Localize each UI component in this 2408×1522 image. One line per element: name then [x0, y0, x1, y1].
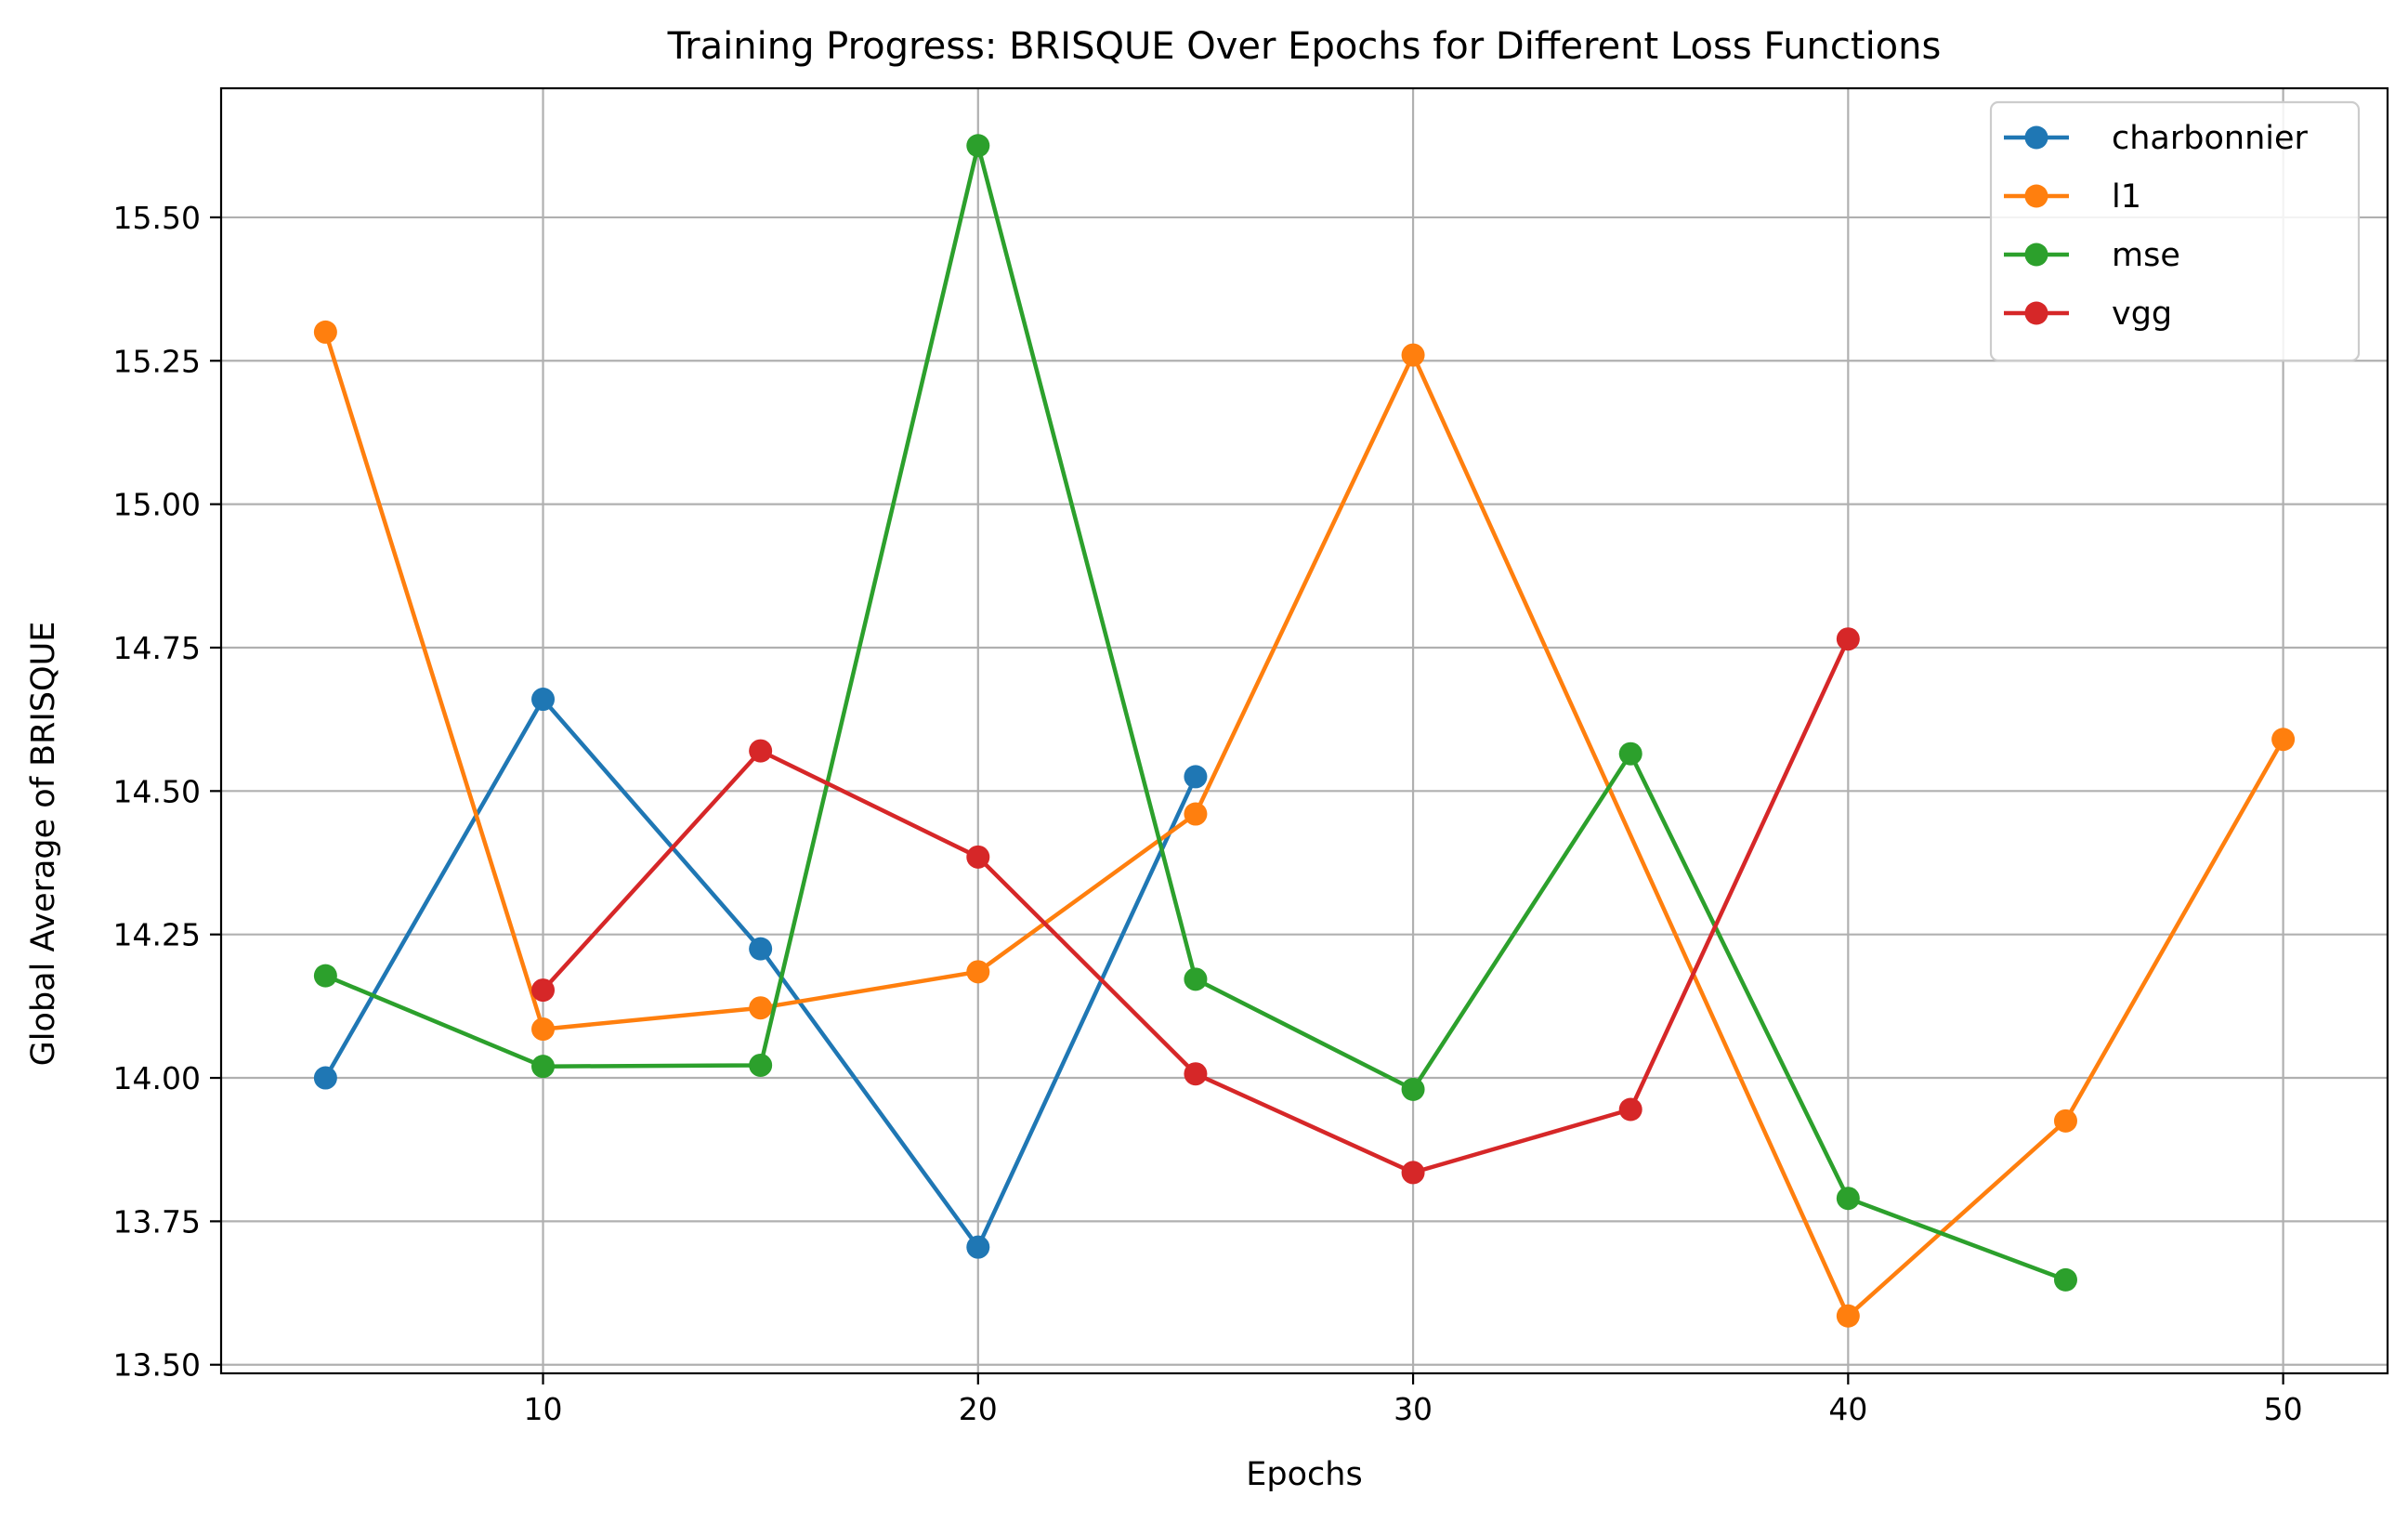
series-mse: [313, 134, 2077, 1292]
data-point-charbonnier: [966, 1235, 990, 1259]
legend-label: charbonnier: [2112, 120, 2309, 157]
x-tick-label: 20: [959, 1391, 998, 1427]
x-tick-label: 40: [1828, 1391, 1867, 1427]
x-axis-label: Epochs: [1246, 1456, 1362, 1493]
data-point-l1: [749, 996, 773, 1020]
series-charbonnier: [313, 688, 1208, 1259]
data-point-vgg: [966, 845, 990, 869]
legend-marker-swatch: [2024, 301, 2048, 325]
chart-title: Training Progress: BRISQUE Over Epochs f…: [667, 25, 1942, 68]
data-point-l1: [1401, 343, 1425, 367]
data-point-vgg: [531, 978, 556, 1003]
y-tick-label: 15.25: [113, 343, 201, 379]
data-point-mse: [1401, 1077, 1425, 1101]
axis-ticks: 10 20 30 40 50 13.50 13.75 14.00 14.25 14.50 14.75…: [113, 200, 2303, 1427]
data-point-vgg: [1401, 1161, 1425, 1185]
legend-marker-swatch: [2024, 125, 2048, 150]
data-point-charbonnier: [313, 1066, 337, 1090]
data-point-mse: [1184, 967, 1208, 991]
legend-marker-swatch: [2024, 184, 2048, 208]
legend-label: mse: [2112, 237, 2180, 274]
data-point-mse: [313, 964, 337, 988]
legend-entry-charbonnier: charbonnier: [2004, 120, 2309, 157]
grid-lines: [221, 88, 2388, 1373]
data-point-l1: [2053, 1109, 2077, 1133]
y-axis-label: Global Average of BRISQUE: [25, 622, 62, 1067]
y-tick-label: 13.50: [113, 1347, 201, 1384]
data-point-mse: [749, 1053, 773, 1077]
data-point-l1: [1184, 802, 1208, 826]
data-point-mse: [1618, 741, 1642, 766]
data-point-l1: [531, 1017, 556, 1042]
x-tick-label: 50: [2264, 1391, 2303, 1427]
legend-label: l1: [2112, 178, 2141, 216]
legend-entry-mse: mse: [2004, 237, 2180, 274]
y-tick-label: 14.00: [113, 1060, 201, 1096]
data-point-mse: [1836, 1187, 1860, 1211]
data-point-mse: [966, 134, 990, 158]
y-tick-label: 14.25: [113, 917, 201, 953]
y-tick-label: 15.00: [113, 487, 201, 523]
y-tick-label: 14.50: [113, 773, 201, 809]
data-point-charbonnier: [1184, 765, 1208, 789]
legend-entry-vgg: vgg: [2004, 295, 2172, 333]
data-point-vgg: [1836, 627, 1860, 651]
data-point-mse: [2053, 1267, 2077, 1292]
y-tick-label: 14.75: [113, 630, 201, 666]
data-point-vgg: [1618, 1097, 1642, 1122]
data-point-vgg: [1184, 1062, 1208, 1086]
series-l1: [313, 320, 2296, 1328]
legend-entry-l1: l1: [2004, 178, 2141, 216]
data-point-l1: [2271, 728, 2296, 752]
legend-box: [1989, 100, 2361, 362]
data-point-l1: [313, 320, 337, 344]
data-point-charbonnier: [531, 688, 556, 712]
legend-marker-swatch: [2024, 243, 2048, 267]
data-point-l1: [966, 960, 990, 984]
data-point-vgg: [749, 739, 773, 763]
x-tick-label: 30: [1394, 1391, 1433, 1427]
legend: charbonnier l1 mse vgg: [1989, 100, 2361, 362]
y-tick-label: 13.75: [113, 1203, 201, 1240]
y-tick-label: 15.50: [113, 200, 201, 236]
x-tick-label: 10: [524, 1391, 563, 1427]
series-vgg: [531, 627, 1860, 1185]
data-point-mse: [531, 1055, 556, 1079]
data-point-l1: [1836, 1304, 1860, 1328]
data-series: [313, 134, 2296, 1328]
legend-label: vgg: [2112, 295, 2172, 333]
data-point-charbonnier: [749, 937, 773, 961]
plot-area-frame: [219, 86, 2389, 1375]
